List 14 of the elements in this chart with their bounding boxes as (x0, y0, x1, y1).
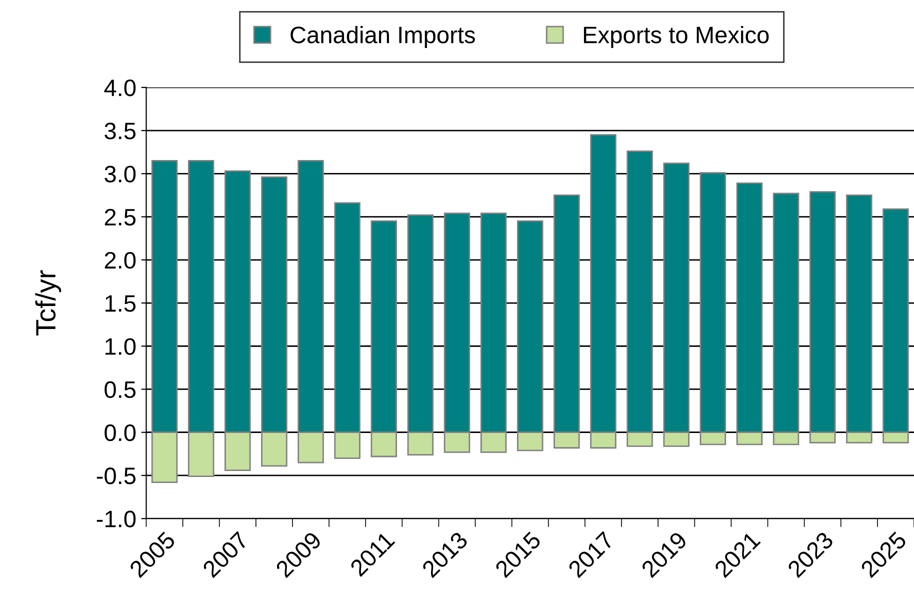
y-tick-label: 1.0 (106, 338, 136, 355)
y-tick-label: 3.0 (104, 166, 136, 182)
legend-label: Canadian Imports (290, 26, 475, 48)
legend-label: Exports to Mexico (584, 26, 769, 48)
y-tick-label: 0.5 (104, 381, 136, 398)
y-tick-label: 1.5 (106, 295, 136, 312)
y-tick-label: 4.0 (104, 80, 136, 96)
y-tick-label: 2.0 (104, 252, 136, 269)
y-axis-title: Tcf/yr (35, 270, 62, 336)
y-tick-label: 2.5 (104, 208, 136, 226)
y-tick-label: -0.5 (96, 468, 136, 484)
y-tick-label: 0.0 (104, 424, 136, 442)
y-tick-label: 3.5 (104, 122, 136, 140)
y-tick-label: -1.0 (96, 510, 136, 528)
